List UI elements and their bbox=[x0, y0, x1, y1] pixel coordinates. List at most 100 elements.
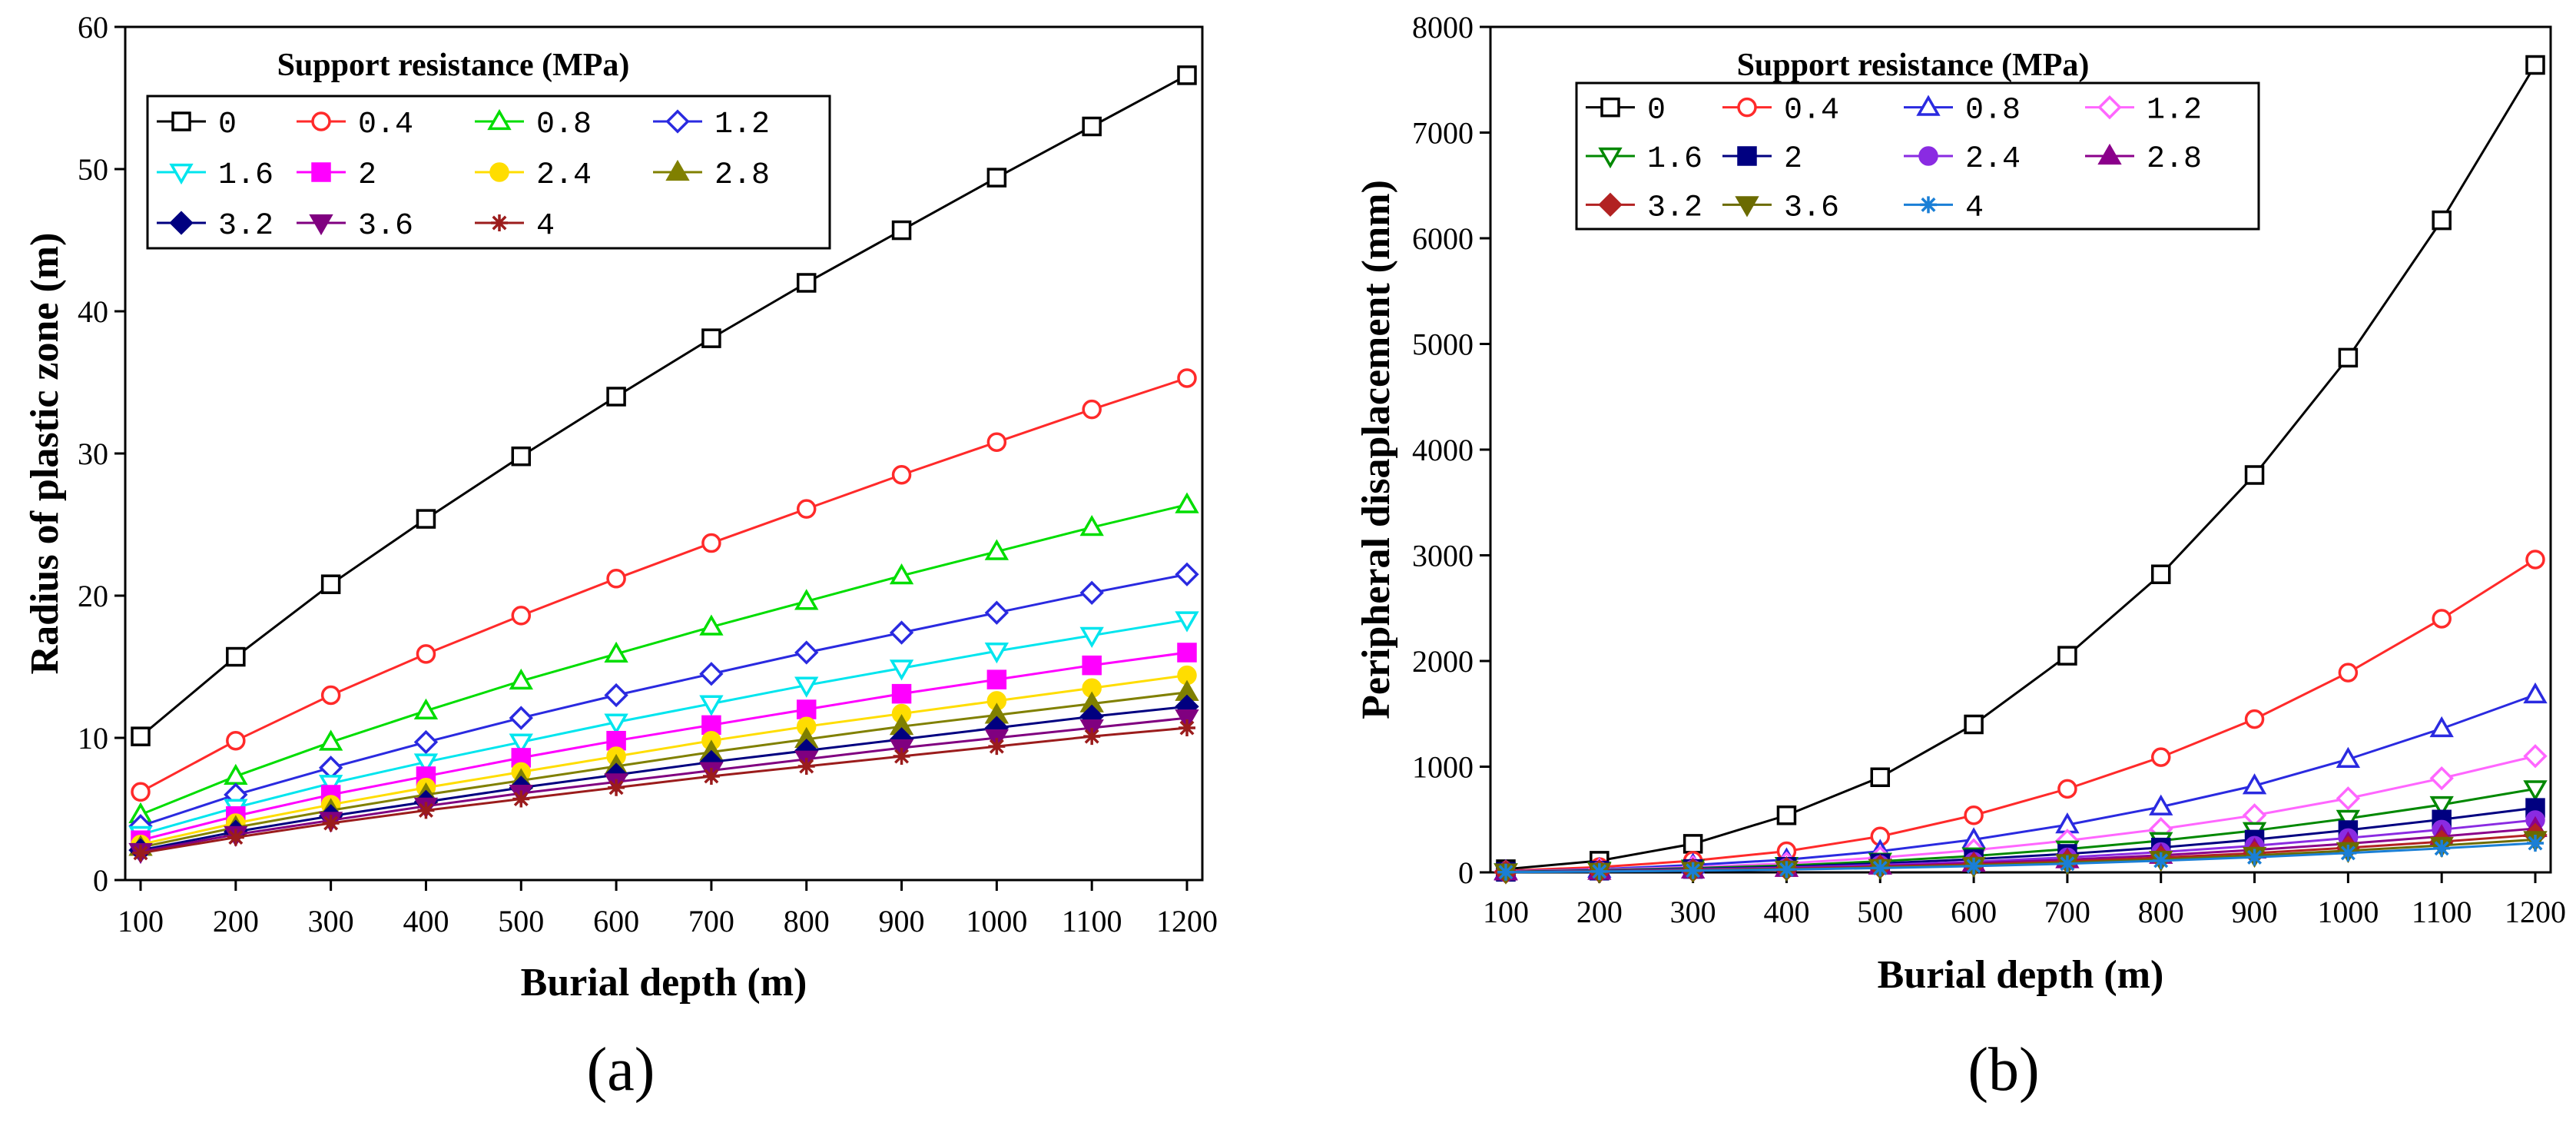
data-point bbox=[2246, 849, 2263, 866]
series-line bbox=[140, 674, 1188, 846]
data-point bbox=[1684, 862, 1702, 879]
series-line bbox=[1505, 558, 2536, 872]
data-point bbox=[1965, 857, 1983, 875]
data-point bbox=[2523, 780, 2548, 802]
legend-label: 2.8 bbox=[2147, 142, 2202, 177]
legend-label: 4 bbox=[1965, 191, 1984, 225]
y-tick-label: 60 bbox=[78, 10, 108, 45]
x-tick-label: 300 bbox=[1670, 895, 1716, 929]
legend-label: 0.8 bbox=[1965, 94, 2021, 128]
legend-label: 1.2 bbox=[714, 108, 770, 142]
data-point bbox=[794, 676, 819, 698]
data-point bbox=[417, 802, 435, 819]
data-point bbox=[984, 539, 1010, 560]
data-point bbox=[889, 659, 914, 681]
legend-marker bbox=[2097, 143, 2122, 165]
legend-marker bbox=[2097, 95, 2122, 120]
y-tick-label: 1000 bbox=[1412, 750, 1474, 785]
series-4 bbox=[132, 719, 1195, 862]
legend-marker bbox=[1598, 147, 1623, 169]
data-point bbox=[2336, 746, 2361, 768]
x-axis-title: Burial depth (m) bbox=[521, 961, 807, 1005]
data-point bbox=[2244, 465, 2265, 485]
data-point bbox=[1175, 611, 1199, 633]
data-point bbox=[1776, 805, 1797, 825]
x-tick-label: 1000 bbox=[966, 904, 1027, 938]
data-point bbox=[2525, 550, 2545, 570]
data-point bbox=[608, 779, 625, 796]
x-tick-label: 500 bbox=[1857, 895, 1903, 929]
data-point bbox=[413, 729, 439, 755]
data-point bbox=[1082, 399, 1102, 420]
data-point bbox=[2527, 835, 2544, 852]
data-point bbox=[509, 733, 533, 755]
data-point bbox=[2244, 709, 2265, 729]
data-point bbox=[2338, 347, 2359, 368]
legend-item-2: 2 bbox=[297, 158, 376, 193]
data-point bbox=[2433, 839, 2451, 857]
y-axis-title: Peripheral disaplacement (mm) bbox=[1354, 180, 1398, 719]
legend-marker bbox=[1737, 97, 1757, 118]
legend-label: 1.6 bbox=[1647, 142, 1702, 177]
legend-item-2: 2 bbox=[1722, 142, 1802, 177]
x-tick-label: 300 bbox=[308, 904, 354, 938]
x-tick-label: 900 bbox=[2232, 895, 2278, 929]
data-point bbox=[699, 695, 724, 716]
legend-item-1-2: 1.2 bbox=[2085, 94, 2202, 128]
data-point bbox=[226, 646, 246, 667]
legend-item-3-2: 3.2 bbox=[157, 209, 274, 244]
data-point bbox=[512, 790, 530, 808]
legend-item-0-8: 0.8 bbox=[475, 108, 592, 142]
series-0-4 bbox=[1496, 550, 2545, 881]
data-point bbox=[1082, 655, 1102, 676]
legend-marker bbox=[1737, 146, 1757, 166]
chart-panel-b: 100 200 300 400 500 600 700 800 900 1000 1100 12000… bbox=[1354, 10, 2566, 1104]
x-tick-label: 400 bbox=[403, 904, 449, 938]
legend-label: 3.6 bbox=[1784, 191, 1839, 225]
legend-item-0-8: 0.8 bbox=[1904, 94, 2021, 128]
x-axis-title: Burial depth (m) bbox=[1878, 953, 2164, 997]
data-point bbox=[318, 756, 343, 780]
legend-item-0-4: 0.4 bbox=[297, 108, 413, 142]
y-tick-label: 4000 bbox=[1412, 433, 1474, 467]
data-point bbox=[604, 683, 628, 708]
y-axis-ticks: 0 1000 2000 3000 4000 5000 6000 7000 8000 bbox=[1412, 10, 1490, 890]
legend-label: 0.4 bbox=[358, 108, 413, 142]
data-point bbox=[891, 683, 912, 704]
data-point bbox=[893, 748, 910, 766]
data-point bbox=[606, 387, 626, 407]
data-point bbox=[2150, 564, 2171, 584]
legend-label: 2 bbox=[358, 158, 376, 193]
legend-label: 0 bbox=[218, 108, 237, 142]
legend-label: 0.8 bbox=[536, 108, 592, 142]
legend-title: Support resistance (MPa) bbox=[277, 48, 630, 83]
data-point bbox=[416, 509, 436, 529]
data-point bbox=[511, 606, 532, 626]
data-point bbox=[2523, 744, 2548, 769]
data-point bbox=[511, 446, 532, 467]
legend-item-0: 0 bbox=[157, 108, 237, 142]
y-tick-label: 50 bbox=[78, 152, 108, 187]
data-point bbox=[2336, 786, 2361, 811]
data-point bbox=[891, 220, 912, 241]
series-line bbox=[140, 74, 1188, 738]
x-tick-label: 1000 bbox=[2317, 895, 2379, 929]
x-tick-label: 100 bbox=[118, 904, 164, 938]
y-tick-label: 20 bbox=[78, 579, 108, 613]
x-tick-label: 700 bbox=[688, 904, 734, 938]
x-tick-label: 200 bbox=[213, 904, 259, 938]
legend-label: 0.4 bbox=[1784, 94, 1839, 128]
panel-label: (b) bbox=[1968, 1036, 2039, 1104]
series-0-4 bbox=[131, 368, 1197, 802]
legend-item-3-6: 3.6 bbox=[297, 209, 413, 244]
legend-item-3-6: 3.6 bbox=[1722, 191, 1839, 225]
series-line bbox=[140, 726, 1188, 855]
legend-label: 2.4 bbox=[1965, 142, 2021, 177]
data-point bbox=[1177, 65, 1197, 85]
legend-label: 1.2 bbox=[2147, 94, 2202, 128]
legend-marker bbox=[169, 163, 194, 185]
legend-marker bbox=[489, 162, 509, 182]
legend-label: 3.2 bbox=[1647, 191, 1702, 225]
chart-panel-a: 100 200 300 400 500 600 700 800 900 1000 1100 12000… bbox=[23, 10, 1218, 1104]
